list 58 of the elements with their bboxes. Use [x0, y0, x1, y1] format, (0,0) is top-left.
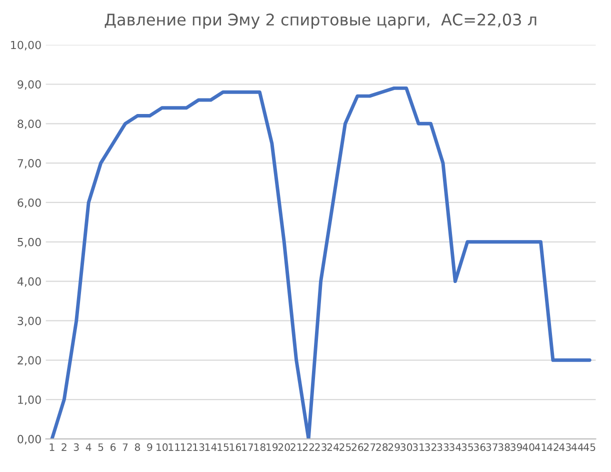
x-tick-label: 3 — [74, 443, 79, 451]
x-tick-label: 24 — [327, 443, 339, 451]
x-tick-label: 35 — [462, 443, 473, 451]
y-tick-label: 9,00 — [18, 80, 41, 90]
x-tick-label: 28 — [376, 443, 388, 451]
y-tick-label: 3,00 — [18, 316, 41, 326]
x-tick-label: 37 — [486, 443, 498, 451]
x-tick-label: 1 — [50, 443, 54, 451]
x-tick-label: 22 — [302, 443, 314, 451]
x-tick-label: 23 — [315, 443, 326, 451]
x-tick-label: 32 — [425, 443, 436, 451]
y-tick-label: 6,00 — [18, 198, 41, 208]
y-tick-label: 5,00 — [18, 238, 41, 248]
x-tick-label: 10 — [156, 443, 168, 451]
x-tick-label: 36 — [474, 443, 486, 451]
x-tick-label: 41 — [534, 443, 546, 451]
x-tick-label: 20 — [278, 443, 290, 451]
x-tick-label: 5 — [98, 443, 104, 451]
x-tick-label: 31 — [412, 443, 424, 451]
x-tick-label: 45 — [584, 443, 596, 451]
x-tick-label: 26 — [352, 443, 364, 451]
x-tick-label: 34 — [450, 443, 462, 451]
y-tick-label: 2,00 — [18, 356, 41, 366]
y-tick-label: 1,00 — [18, 396, 41, 406]
x-tick-label: 43 — [559, 443, 571, 451]
x-tick-label: 12 — [181, 443, 192, 451]
x-tick-label: 18 — [254, 443, 266, 451]
x-tick-label: 27 — [364, 443, 376, 451]
x-tick-label: 42 — [547, 443, 558, 451]
x-tick-label: 15 — [218, 443, 229, 451]
x-tick-label: 21 — [290, 443, 302, 451]
x-tick-label: 14 — [205, 443, 217, 451]
y-tick-label: 7,00 — [18, 159, 41, 169]
x-tick-label: 6 — [110, 443, 116, 451]
chart-title: Давление при Эму 2 спиртовые царги, АС=22,03 л — [104, 14, 536, 29]
x-tick-label: 8 — [134, 443, 140, 451]
y-tick-label: 0,00 — [18, 434, 41, 444]
x-tick-label: 25 — [340, 443, 351, 451]
x-tick-label: 30 — [400, 443, 412, 451]
x-tick-label: 44 — [571, 443, 584, 451]
x-tick-label: 4 — [86, 443, 92, 451]
y-tick-label: 4,00 — [17, 277, 41, 287]
x-tick-label: 16 — [230, 443, 242, 451]
y-tick-label: 10,00 — [11, 40, 41, 50]
line-series — [50, 86, 592, 439]
x-tick-label: 38 — [498, 443, 510, 451]
x-tick-label: 39 — [510, 443, 522, 451]
y-tick-label: 8,00 — [18, 120, 41, 130]
x-tick-label: 2 — [62, 443, 66, 451]
x-tick-label: 19 — [266, 443, 278, 451]
x-tick-label: 33 — [437, 443, 449, 451]
x-tick-label: 29 — [388, 443, 400, 451]
x-tick-label: 13 — [193, 443, 204, 451]
x-tick-label: 7 — [122, 443, 128, 451]
x-tick-label: 40 — [522, 443, 534, 451]
x-tick-label: 17 — [242, 443, 254, 451]
x-tick-label: 9 — [147, 443, 152, 451]
x-tick-label: 11 — [168, 443, 180, 451]
